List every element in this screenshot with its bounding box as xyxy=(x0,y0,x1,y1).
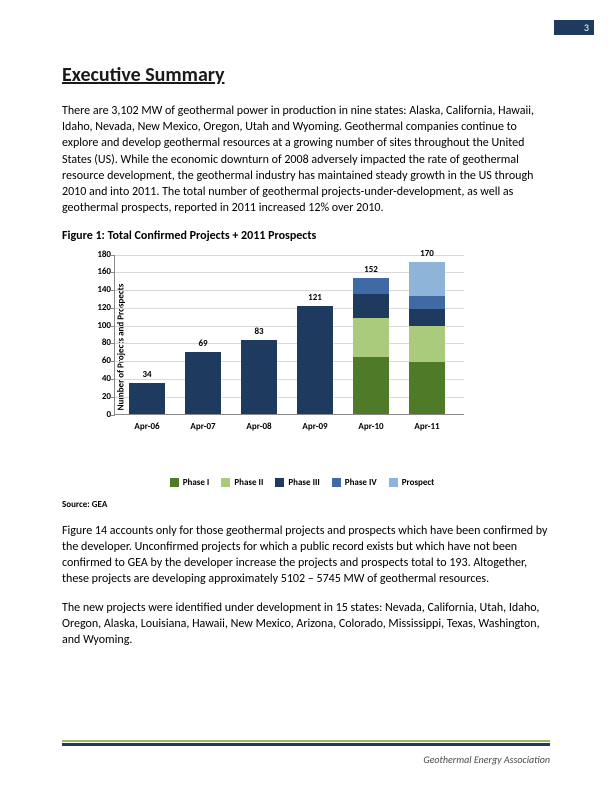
legend-item-phase4: Phase IV xyxy=(332,477,377,489)
bar-segment-phase3 xyxy=(297,306,333,414)
bar-total-label: 83 xyxy=(254,326,263,338)
legend-label: Prospect xyxy=(402,477,435,489)
bar-segment-phase3 xyxy=(409,309,445,327)
bar-segment-phase2 xyxy=(409,326,445,362)
bar-group: 83 xyxy=(241,340,277,414)
paragraph-2: Figure 14 accounts only for those geothe… xyxy=(62,523,550,588)
x-tick-label: Apr-11 xyxy=(414,421,439,433)
legend-label: Phase II xyxy=(234,477,263,489)
bar-total-label: 121 xyxy=(308,292,322,304)
legend-item-prospect: Prospect xyxy=(389,477,435,489)
page-title: Executive Summary xyxy=(62,62,550,89)
legend-label: Phase IV xyxy=(345,477,377,489)
y-tick-label: 100 xyxy=(89,320,115,332)
grid-line xyxy=(115,255,464,256)
legend-swatch xyxy=(389,478,398,487)
page-number: 3 xyxy=(584,21,589,34)
bar-group: 170 xyxy=(409,262,445,413)
chart-legend: Phase I Phase II Phase III Phase IV Prospect xyxy=(122,477,482,489)
paragraph-1: There are 3,102 MW of geothermal power i… xyxy=(62,103,550,216)
y-tick-label: 140 xyxy=(89,284,115,296)
figure-title: Figure 1: Total Confirmed Projects + 201… xyxy=(62,228,550,244)
bar-segment-phase4 xyxy=(409,296,445,308)
bar-segment-phase3 xyxy=(241,340,277,414)
legend-swatch xyxy=(221,478,230,487)
legend-swatch xyxy=(170,478,179,487)
paragraph-3: The new projects were identified under d… xyxy=(62,600,550,649)
legend-swatch xyxy=(275,478,284,487)
y-tick-label: 160 xyxy=(89,266,115,278)
bar-group: 69 xyxy=(185,352,221,413)
y-tick-label: 0 xyxy=(89,408,115,420)
chart-source: Source: GEA xyxy=(62,499,550,511)
footer-text: Geothermal Energy Association xyxy=(423,753,550,767)
x-tick-label: Apr-06 xyxy=(134,421,159,433)
legend-item-phase2: Phase II xyxy=(221,477,263,489)
bar-segment-prospect xyxy=(409,262,445,296)
y-tick-label: 120 xyxy=(89,302,115,314)
x-tick-label: Apr-10 xyxy=(358,421,383,433)
bar-total-label: 34 xyxy=(142,369,151,381)
chart: Number of Projects and Prospects 0204060… xyxy=(62,247,482,447)
bar-group: 34 xyxy=(129,383,165,413)
y-tick-label: 80 xyxy=(89,337,115,349)
legend-item-phase1: Phase I xyxy=(170,477,210,489)
footer-rule-blue xyxy=(62,743,550,746)
bar-group: 152 xyxy=(353,278,389,413)
bar-segment-phase3 xyxy=(185,352,221,413)
y-tick-label: 20 xyxy=(89,391,115,403)
bar-segment-phase2 xyxy=(353,318,389,357)
page-content: Executive Summary There are 3,102 MW of … xyxy=(0,0,612,648)
bar-group: 121 xyxy=(297,306,333,414)
bar-total-label: 170 xyxy=(420,248,434,260)
legend-swatch xyxy=(332,478,341,487)
legend-label: Phase I xyxy=(183,477,210,489)
bar-segment-phase4 xyxy=(353,278,389,294)
chart-plot-area: 02040608010012014016018034Apr-0669Apr-07… xyxy=(114,255,464,415)
legend-item-phase3: Phase III xyxy=(275,477,319,489)
page-number-box: 3 xyxy=(554,20,594,35)
bar-total-label: 69 xyxy=(198,338,207,350)
y-tick-label: 40 xyxy=(89,373,115,385)
bar-total-label: 152 xyxy=(364,264,378,276)
x-tick-label: Apr-08 xyxy=(246,421,271,433)
bar-segment-phase3 xyxy=(129,383,165,413)
y-tick-label: 180 xyxy=(89,248,115,260)
x-tick-label: Apr-09 xyxy=(302,421,327,433)
bar-segment-phase3 xyxy=(353,294,389,317)
legend-label: Phase III xyxy=(288,477,319,489)
bar-segment-phase1 xyxy=(409,362,445,414)
bar-segment-phase1 xyxy=(353,357,389,414)
footer-rule xyxy=(62,740,550,747)
y-tick-label: 60 xyxy=(89,355,115,367)
x-tick-label: Apr-07 xyxy=(190,421,215,433)
